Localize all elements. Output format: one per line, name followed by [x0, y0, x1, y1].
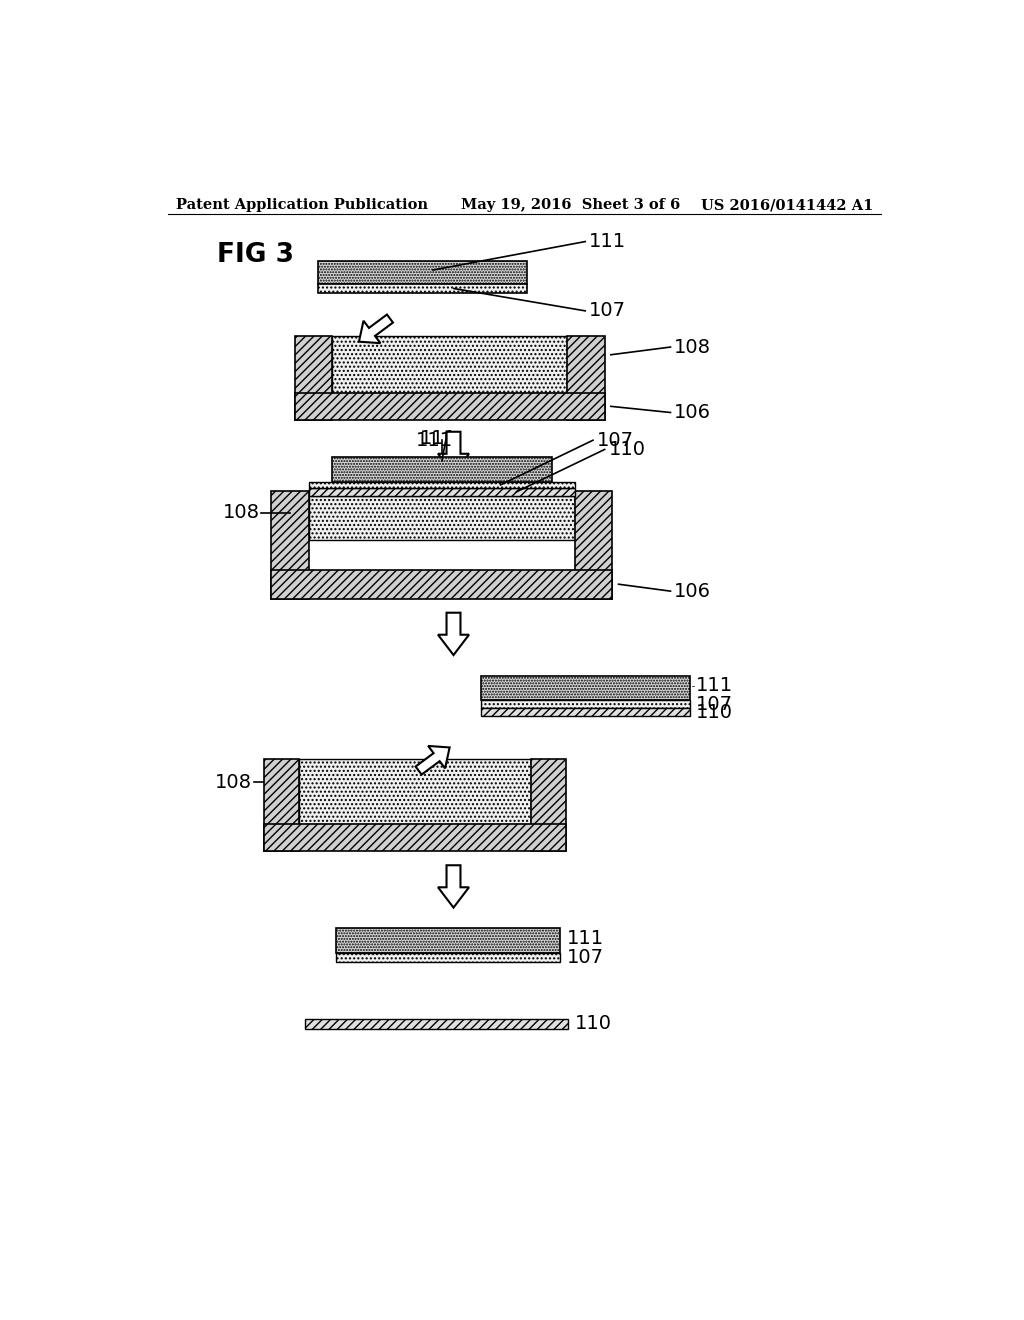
Bar: [531, 759, 566, 851]
Polygon shape: [416, 746, 450, 775]
Bar: [332, 335, 567, 393]
Text: 110: 110: [574, 1014, 611, 1034]
Bar: [317, 261, 527, 284]
Bar: [308, 482, 575, 488]
Bar: [308, 496, 575, 540]
Text: US 2016/0141442 A1: US 2016/0141442 A1: [701, 198, 873, 213]
Bar: [263, 759, 299, 851]
Bar: [271, 570, 612, 599]
Bar: [567, 335, 604, 420]
Text: 110: 110: [608, 440, 645, 459]
Bar: [336, 953, 560, 962]
Polygon shape: [438, 612, 469, 655]
Bar: [480, 708, 690, 715]
Text: 107: 107: [566, 948, 604, 968]
Bar: [308, 488, 575, 496]
Text: May 19, 2016  Sheet 3 of 6: May 19, 2016 Sheet 3 of 6: [461, 198, 681, 213]
Text: 108: 108: [215, 772, 252, 792]
Text: 111: 111: [416, 430, 453, 450]
Text: 111: 111: [696, 676, 733, 696]
Text: 107: 107: [589, 301, 626, 321]
Polygon shape: [438, 432, 469, 474]
Bar: [299, 759, 531, 825]
Text: 111: 111: [566, 929, 604, 948]
Text: 110: 110: [696, 702, 733, 722]
Text: 108: 108: [223, 503, 260, 523]
Bar: [263, 825, 566, 851]
Text: 107: 107: [696, 694, 733, 714]
Bar: [480, 701, 690, 708]
Text: 106: 106: [675, 403, 712, 422]
Bar: [480, 676, 690, 701]
Bar: [332, 457, 552, 482]
Bar: [305, 1019, 568, 1028]
Bar: [336, 928, 560, 953]
Polygon shape: [438, 866, 469, 908]
Bar: [271, 491, 308, 599]
Bar: [295, 335, 332, 420]
Text: 106: 106: [675, 582, 712, 601]
Bar: [317, 284, 527, 293]
Bar: [295, 393, 604, 420]
Text: 111: 111: [420, 429, 457, 449]
Text: Patent Application Publication: Patent Application Publication: [176, 198, 428, 213]
Bar: [575, 491, 612, 599]
Text: 108: 108: [675, 338, 712, 356]
Text: 107: 107: [597, 430, 634, 450]
Text: FIG 3: FIG 3: [217, 242, 294, 268]
Polygon shape: [359, 314, 393, 343]
Text: 111: 111: [589, 232, 627, 251]
